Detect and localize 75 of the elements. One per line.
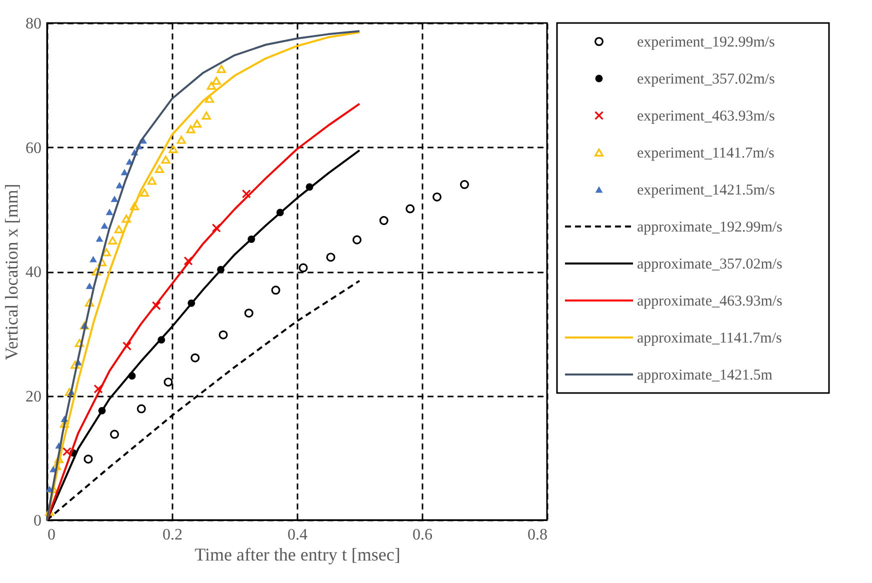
point xyxy=(244,308,254,318)
legend-label: experiment_1421.5m/s xyxy=(637,182,776,198)
point xyxy=(140,188,150,197)
point xyxy=(212,76,221,85)
point xyxy=(94,384,103,394)
y-tick-label: 80 xyxy=(26,16,42,32)
x-tick-label: 0.4 xyxy=(288,526,308,544)
x-tick-label: 0.2 xyxy=(162,526,182,544)
legend-label: approximate_1141.7m/s xyxy=(637,330,782,346)
point xyxy=(212,224,221,233)
point xyxy=(147,176,157,185)
point xyxy=(161,156,170,164)
point xyxy=(218,330,228,340)
y-tick-label: 20 xyxy=(26,388,42,406)
legend-label: experiment_463.93m/s xyxy=(637,108,776,124)
point xyxy=(130,202,140,210)
point xyxy=(326,252,336,262)
point xyxy=(96,235,104,242)
point xyxy=(168,145,178,154)
point xyxy=(92,267,101,276)
point xyxy=(206,82,216,90)
x-axis-title: Time after the entry t [msec] xyxy=(194,544,400,564)
point xyxy=(298,263,308,272)
point xyxy=(242,189,251,198)
point xyxy=(84,454,93,464)
x-tick-label: 0.8 xyxy=(528,526,548,544)
point xyxy=(164,378,173,387)
point xyxy=(186,125,196,134)
point xyxy=(136,404,146,414)
point xyxy=(64,388,74,396)
point xyxy=(352,235,362,244)
y-tick-label: 60 xyxy=(26,140,42,157)
point xyxy=(184,256,193,266)
legend-label: experiment_357.02m/s xyxy=(637,72,776,88)
point xyxy=(176,136,186,144)
point xyxy=(190,353,200,362)
point xyxy=(432,192,442,202)
point xyxy=(216,64,226,73)
x-tick-label: 0.6 xyxy=(412,526,432,544)
y-axis-title: Vertical location x [mm] xyxy=(2,184,22,360)
point xyxy=(100,222,108,229)
point xyxy=(154,164,164,174)
legend-label: approximate_1421.5m xyxy=(637,368,773,384)
point xyxy=(122,342,132,351)
point xyxy=(122,214,131,223)
point xyxy=(70,360,80,369)
legend-label: approximate_463.93m/s xyxy=(637,294,783,310)
point xyxy=(271,286,280,295)
point xyxy=(152,301,161,310)
point xyxy=(116,182,124,188)
legend-label: experiment_1141.7m/s xyxy=(637,146,774,162)
legend-label: approximate_192.99m/s xyxy=(637,220,783,236)
point xyxy=(110,196,118,202)
point xyxy=(110,430,120,439)
point xyxy=(90,256,97,262)
point xyxy=(86,282,94,289)
point xyxy=(97,258,107,266)
point xyxy=(202,112,211,120)
point xyxy=(84,298,94,307)
point xyxy=(108,236,118,244)
point xyxy=(460,180,470,190)
x-tick-label: 0 xyxy=(48,526,56,544)
point xyxy=(204,94,214,103)
point xyxy=(62,447,72,456)
point xyxy=(192,120,202,128)
legend-label: experiment_192.99m/s xyxy=(637,34,776,50)
point xyxy=(106,208,114,216)
legend-label: approximate_357.02m/s xyxy=(637,256,783,272)
point xyxy=(379,216,388,226)
y-tick-label: 0 xyxy=(34,512,42,530)
point xyxy=(114,225,124,234)
y-tick-label: 40 xyxy=(26,264,42,281)
point xyxy=(406,204,415,214)
point xyxy=(74,338,84,347)
point xyxy=(120,168,128,176)
